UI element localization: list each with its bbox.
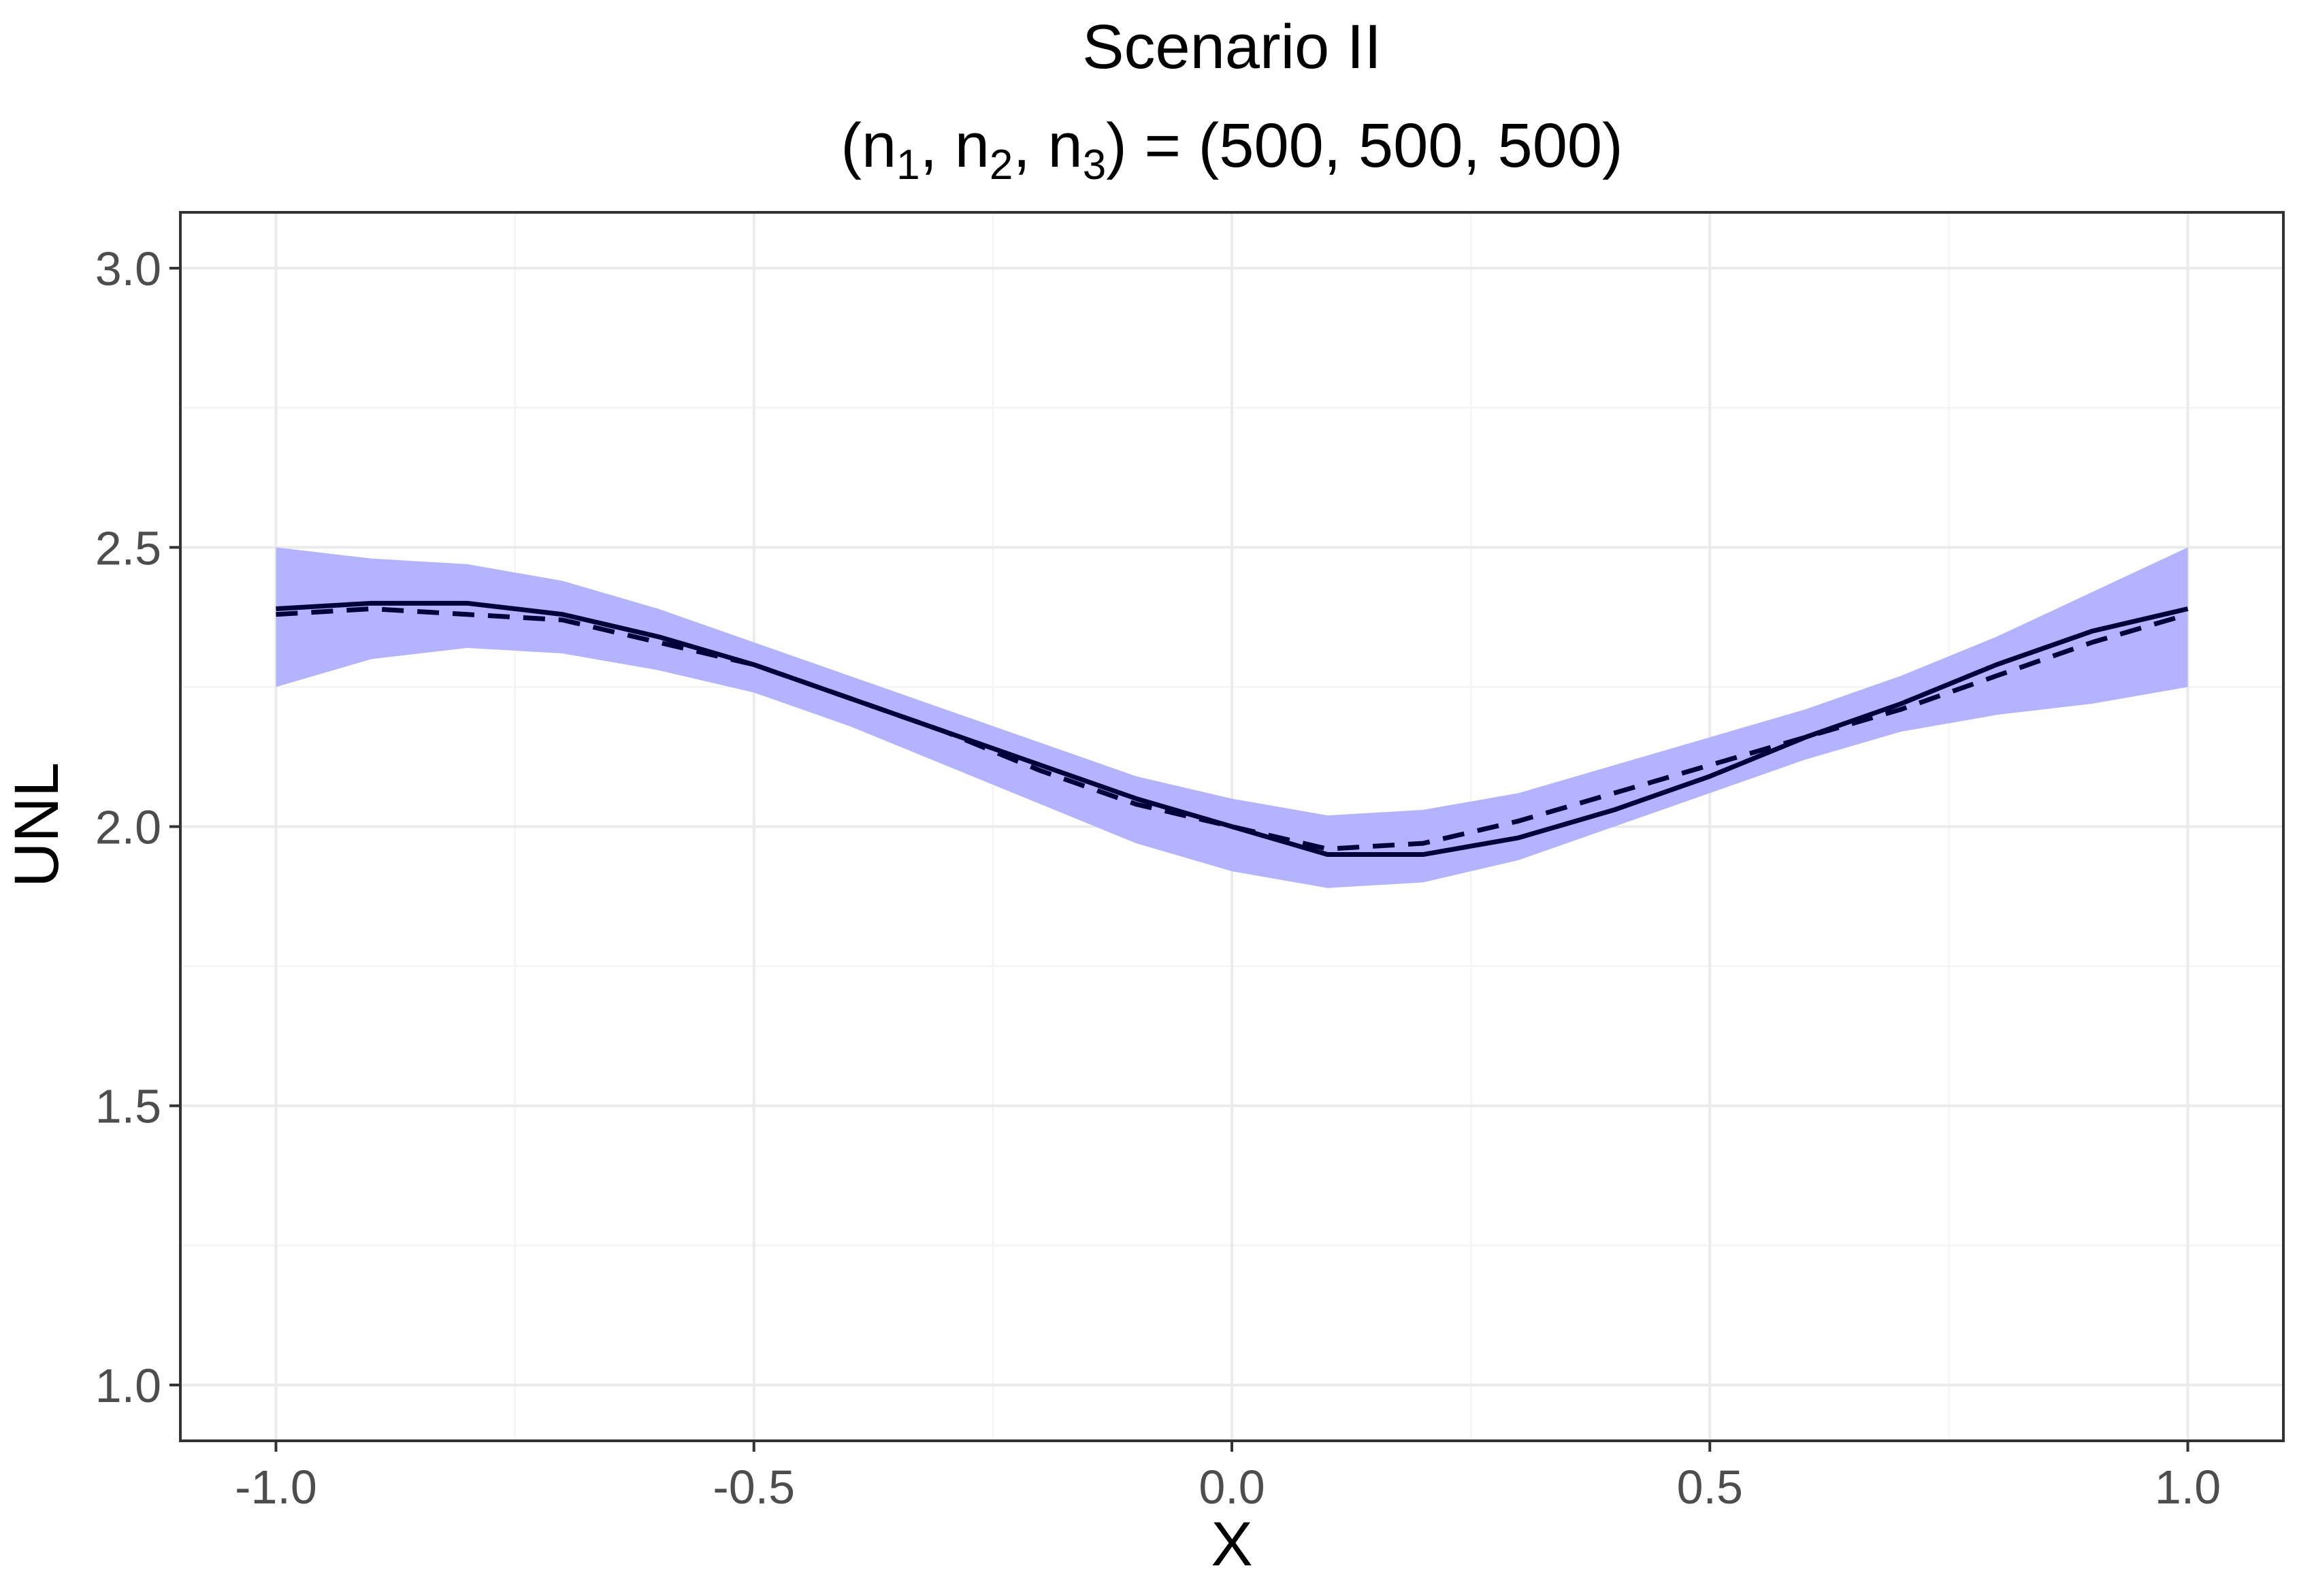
confidence-band-layer bbox=[276, 547, 2188, 888]
x-tick-label: -1.0 bbox=[235, 1461, 317, 1514]
x-axis-title: X bbox=[1211, 1510, 1252, 1579]
y-tick-label: 1.5 bbox=[95, 1080, 161, 1133]
y-axis-title: UNL bbox=[2, 762, 71, 887]
x-tick-label: 0.5 bbox=[1677, 1461, 1743, 1514]
y-tick-label: 3.0 bbox=[95, 242, 161, 295]
chart-subtitle: (n1, n2, n3) = (500, 500, 500) bbox=[841, 111, 1623, 189]
chart-title: Scenario II bbox=[1082, 12, 1382, 82]
series-line-dashed bbox=[276, 606, 2189, 851]
x-tick-label: -0.5 bbox=[713, 1461, 795, 1514]
y-tick-label: 2.5 bbox=[95, 521, 161, 574]
y-tick-label: 2.0 bbox=[95, 801, 161, 854]
x-tick-label: 0.0 bbox=[1199, 1461, 1265, 1514]
y-tick-label: 1.0 bbox=[95, 1359, 161, 1412]
subtitle-subscript-1: 1 bbox=[896, 142, 919, 189]
subtitle-part-3: , n bbox=[1013, 111, 1082, 180]
subtitle-subscript-2: 2 bbox=[990, 142, 1013, 189]
series-line-solid bbox=[276, 600, 2189, 858]
subtitle-part-4: ) = (500, 500, 500) bbox=[1106, 111, 1623, 180]
confidence-band bbox=[276, 547, 2188, 888]
subtitle-part-2: , n bbox=[920, 111, 990, 180]
x-tick-label: 1.0 bbox=[2155, 1461, 2221, 1514]
subtitle-subscript-3: 3 bbox=[1083, 142, 1106, 189]
axis-ticks: -1.0 -0.5 0.0 0.5 1.0 1.0 1.5 2.0 2.5 3.0 bbox=[95, 242, 2221, 1514]
series-lines bbox=[276, 600, 2189, 858]
subtitle-part-1: (n bbox=[841, 111, 896, 180]
